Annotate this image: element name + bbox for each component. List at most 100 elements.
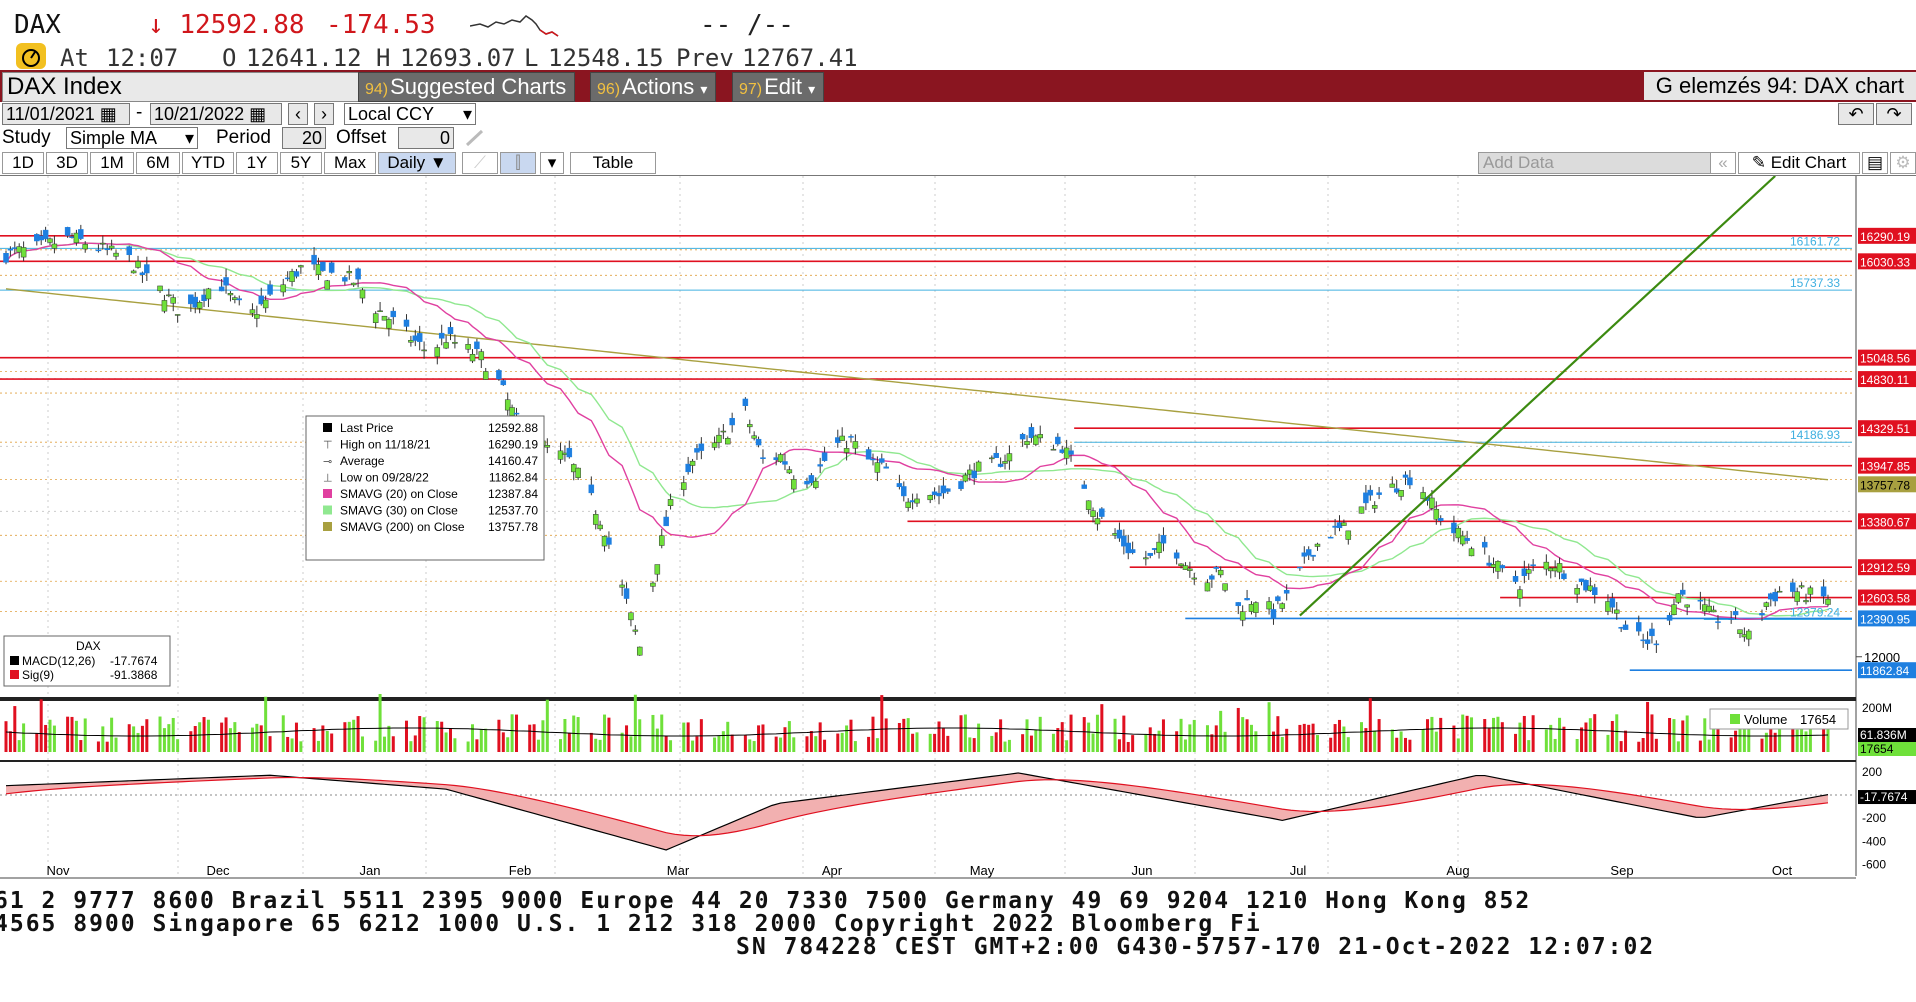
volume-bar	[1359, 722, 1363, 752]
period-input[interactable]: 20	[282, 127, 326, 149]
candle-body	[1050, 448, 1057, 451]
security-input[interactable]: DAX Index	[2, 72, 360, 102]
candle-body	[1649, 628, 1655, 637]
line-chart-icon[interactable]: ⟋	[462, 152, 498, 174]
volume-bar	[836, 733, 840, 752]
period-max-button[interactable]: Max	[324, 152, 376, 174]
volume-bar	[563, 718, 567, 752]
candle-chart-icon[interactable]: ⫿	[500, 152, 536, 174]
legend-value: 16290.19	[488, 438, 538, 452]
candle-body	[1737, 629, 1743, 634]
candle-body	[1807, 587, 1814, 595]
volume-bar	[484, 728, 488, 752]
redo-icon[interactable]: ↷	[1876, 103, 1912, 125]
chart-type-dropdown[interactable]: ▾	[540, 152, 564, 174]
volume-bar	[316, 740, 320, 752]
pencil-icon[interactable]	[464, 128, 486, 148]
volume-bar	[506, 737, 510, 752]
candle-body	[342, 277, 348, 282]
period-ytd-button[interactable]: YTD	[182, 152, 234, 174]
legend-value: 11862.84	[489, 471, 538, 485]
macd-legend-title: DAX	[76, 639, 101, 653]
volume-bar	[1439, 717, 1443, 752]
macd-legend-label: MACD(12,26)	[22, 654, 95, 668]
candle-body	[1398, 490, 1404, 497]
pencil-icon: ✎	[1751, 153, 1766, 172]
volume-bar	[1311, 723, 1315, 752]
candle-body	[874, 462, 881, 473]
study-select[interactable]: Simple MA ▾	[66, 127, 198, 149]
volume-bar	[444, 732, 448, 752]
candle-body	[7, 248, 14, 251]
candle-body	[1310, 554, 1316, 557]
candle-body	[1028, 427, 1035, 439]
edit-chart-button[interactable]: ✎ Edit Chart	[1738, 152, 1860, 174]
candle-body	[1803, 600, 1809, 603]
table-button[interactable]: Table	[570, 152, 656, 174]
frequency-select[interactable]: Daily ▼	[378, 152, 456, 174]
volume-bar	[290, 738, 294, 752]
period-1y-button[interactable]: 1Y	[236, 152, 278, 174]
suggested-charts-button[interactable]: 94)Suggested Charts	[358, 72, 576, 102]
trend-line	[1299, 176, 1776, 617]
volume-bar	[1373, 730, 1377, 752]
next-range-button[interactable]: ›	[314, 103, 334, 125]
candle-body	[1143, 557, 1149, 560]
candle-body	[280, 284, 287, 293]
sma20-line	[5, 242, 1829, 621]
volume-bar	[880, 695, 884, 752]
edit-menu[interactable]: 97)Edit ▾	[732, 72, 825, 102]
candle-body	[905, 501, 911, 508]
currency-select[interactable]: Local CCY ▾	[344, 103, 476, 125]
price-chart[interactable]: 16290.19 16161.72 16030.33 15737.33 15048.56…	[0, 176, 1916, 882]
volume-bar	[382, 736, 386, 752]
actions-menu[interactable]: 96)Actions ▾	[590, 72, 717, 102]
volume-bar	[941, 728, 945, 752]
start-date-field[interactable]: 11/01/2021 ▦	[2, 103, 130, 125]
candle-body	[1512, 576, 1519, 582]
candle-body	[438, 332, 445, 339]
candle-body	[742, 398, 749, 406]
volume-bar	[1368, 698, 1372, 752]
volume-bar	[1280, 736, 1284, 752]
volume-bar	[1514, 733, 1518, 752]
gear-icon[interactable]: ⚙	[1890, 152, 1916, 174]
candle-body	[597, 524, 603, 530]
price-tag	[1858, 610, 1916, 627]
period-5y-button[interactable]: 5Y	[280, 152, 322, 174]
signal-line	[5, 776, 1829, 837]
volume-bar	[105, 741, 109, 752]
chart-settings-icon[interactable]: ▤	[1862, 152, 1888, 174]
candle-body	[777, 454, 784, 463]
price-tags: 16290.19 16161.72 16030.33 15737.33 15048.56…	[1790, 227, 1916, 679]
candle-body	[474, 341, 480, 350]
period-6m-button[interactable]: 6M	[136, 152, 180, 174]
candle-body	[1147, 552, 1154, 556]
period-1d-button[interactable]: 1D	[2, 152, 44, 174]
candle-body	[1525, 569, 1532, 574]
end-date-field[interactable]: 10/21/2022 ▦	[150, 103, 282, 125]
candle-body	[1429, 497, 1435, 509]
candle-body	[1561, 573, 1567, 580]
candle-body	[883, 466, 889, 469]
volume-bar	[74, 720, 78, 752]
prev-range-button[interactable]: ‹	[288, 103, 308, 125]
candle-body	[711, 442, 718, 448]
period-1m-button[interactable]: 1M	[90, 152, 134, 174]
volume-bar	[774, 736, 778, 752]
add-data-input[interactable]: Add Data	[1478, 152, 1712, 174]
period-bar: 1D 3D 1M 6M YTD 1Y 5Y Max Daily ▼ ⟋ ⫿ ▾ …	[0, 151, 1916, 176]
candle-body	[355, 268, 361, 280]
volume-bar	[655, 728, 659, 752]
volume-bar	[1593, 714, 1597, 752]
candle-body	[1204, 582, 1211, 592]
volume-bar	[343, 722, 347, 752]
candle-body	[1266, 601, 1272, 610]
period-3d-button[interactable]: 3D	[46, 152, 88, 174]
offset-input[interactable]: 0	[398, 127, 454, 149]
candle-body	[126, 246, 132, 256]
collapse-icon[interactable]: «	[1710, 152, 1736, 174]
macd-tick: 200	[1862, 765, 1882, 779]
undo-icon[interactable]: ↶	[1838, 103, 1874, 125]
candle-body	[606, 537, 612, 545]
